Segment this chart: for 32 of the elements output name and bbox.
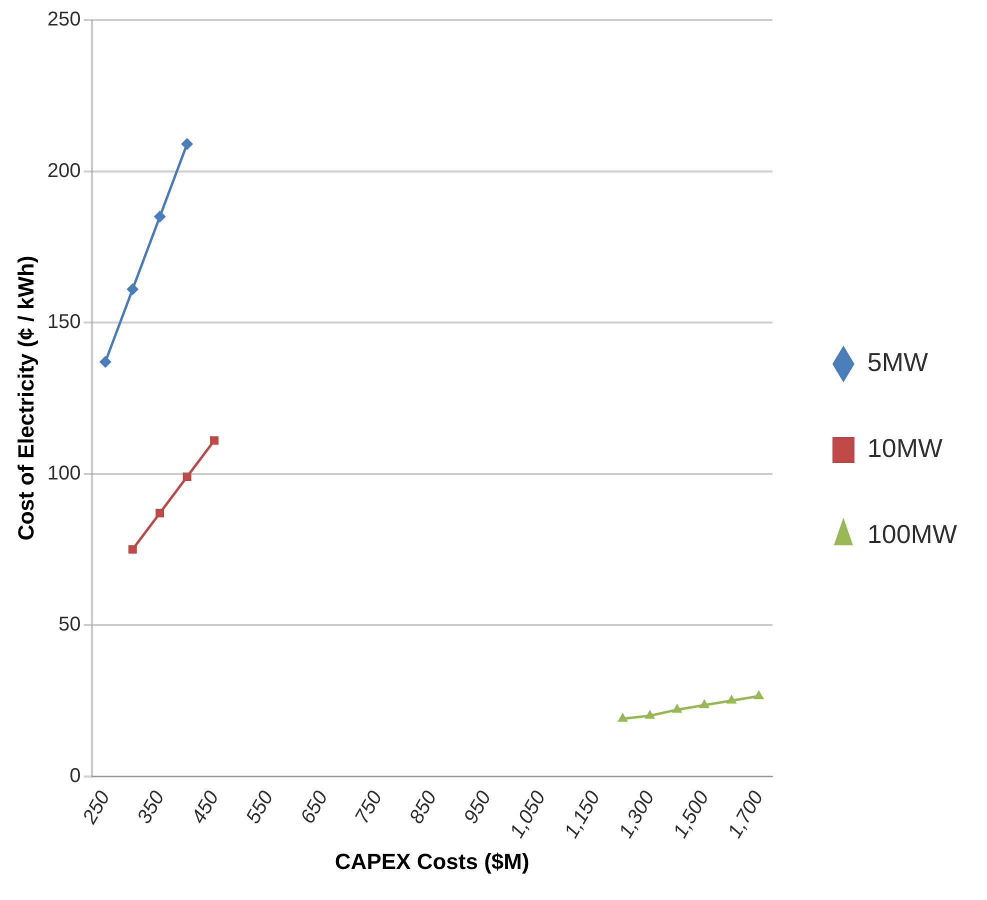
point [126, 283, 139, 296]
y-tick-label: 50 [58, 614, 81, 636]
y-tick-label: 0 [70, 764, 81, 787]
point [128, 545, 137, 554]
point [182, 472, 192, 482]
point [181, 138, 194, 150]
x-tick-label: 850 [406, 788, 442, 828]
point [754, 690, 764, 700]
point [617, 712, 628, 722]
point [99, 356, 112, 368]
y-tick-label: 250 [47, 8, 81, 31]
legend-label: 10MW [867, 433, 943, 464]
point [726, 694, 737, 704]
x-axis-title: CAPEX Costs ($M) [334, 848, 530, 874]
x-tick-label: 750 [351, 788, 387, 828]
point [699, 699, 710, 708]
y-axis-title: Cost of Electricity (¢ / kWh) [13, 256, 38, 541]
point [672, 704, 682, 713]
x-tick-label: 350 [133, 788, 169, 828]
y-tick-label: 150 [47, 311, 81, 334]
legend-label: 100MW [867, 519, 958, 550]
y-tick-label: 200 [47, 160, 81, 182]
y-tick-label: 100 [47, 462, 81, 484]
legend-label: 5MW [867, 347, 929, 378]
point [210, 436, 219, 445]
point [644, 710, 656, 719]
x-tick-label: 450 [188, 788, 224, 828]
x-tick-label: 650 [296, 788, 332, 828]
x-tick-label: 950 [460, 788, 496, 828]
point [156, 508, 164, 518]
x-tick-label: 550 [242, 788, 278, 828]
point [154, 210, 166, 223]
